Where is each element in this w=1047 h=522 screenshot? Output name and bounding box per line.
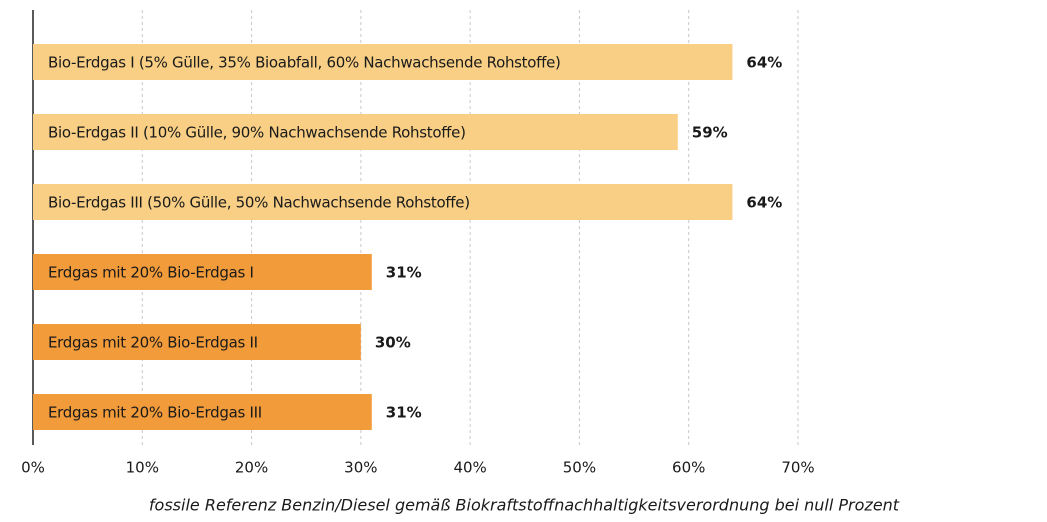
x-tick-label: 30% <box>344 459 377 477</box>
x-tick-label: 20% <box>235 459 268 477</box>
bar <box>33 44 733 80</box>
x-tick-label: 0% <box>21 459 45 477</box>
category-label: Erdgas mit 20% Bio-Erdgas II <box>48 334 258 352</box>
x-tick-label: 40% <box>453 459 486 477</box>
category-label: Erdgas mit 20% Bio-Erdgas III <box>48 404 262 422</box>
category-label: Bio-Erdgas III (50% Gülle, 50% Nachwachs… <box>48 194 470 212</box>
value-label: 64% <box>746 54 782 72</box>
category-label: Bio-Erdgas I (5% Gülle, 35% Bioabfall, 6… <box>48 54 561 72</box>
value-label: 31% <box>386 404 422 422</box>
value-label: 31% <box>386 264 422 282</box>
category-label: Erdgas mit 20% Bio-Erdgas I <box>48 264 254 282</box>
value-label: 64% <box>746 194 782 212</box>
x-tick-label: 10% <box>126 459 159 477</box>
x-tick-label: 50% <box>563 459 596 477</box>
value-label: 59% <box>692 124 728 142</box>
bar <box>33 184 733 220</box>
bar <box>33 394 372 430</box>
x-axis-label: fossile Referenz Benzin/Diesel gemäß Bio… <box>149 496 900 515</box>
bar <box>33 324 361 360</box>
bar <box>33 254 372 290</box>
x-tick-label: 60% <box>672 459 705 477</box>
category-label: Bio-Erdgas II (10% Gülle, 90% Nachwachse… <box>48 124 466 142</box>
x-tick-label: 70% <box>781 459 814 477</box>
bar <box>33 114 678 150</box>
value-label: 30% <box>375 334 411 352</box>
